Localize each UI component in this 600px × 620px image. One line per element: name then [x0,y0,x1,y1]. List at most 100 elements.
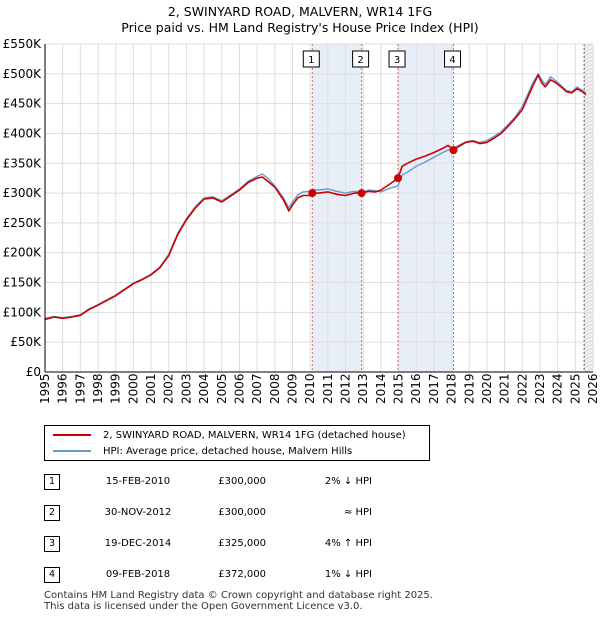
transaction-date: 15-FEB-2010 [105,476,171,487]
sale-marker-label: 4 [449,55,455,66]
forecast-hatch [584,51,594,57]
forecast-hatch [584,215,594,221]
sale-marker-box [388,50,406,68]
y-tick-label: £300K [3,186,43,200]
forecast-hatch [584,91,594,97]
forecast-hatch [584,323,594,329]
x-tick-label: 2017 [427,373,441,404]
forecast-hatch [584,43,594,49]
forecast-hatch [584,347,594,353]
forecast-hatch [584,255,594,261]
transaction-price: £325,000 [218,538,266,549]
forecast-hatch [584,167,594,173]
x-tick-label: 2001 [144,373,158,404]
x-tick-label: 2004 [197,373,211,404]
x-tick-label: 2026 [586,373,600,404]
forecast-hatch [584,103,594,109]
forecast-hatch [584,259,594,265]
sale-marker-label: 3 [394,55,400,66]
sale-point [394,174,403,183]
forecast-hatch [584,163,594,169]
property-series-line [44,74,587,321]
forecast-hatch [584,55,594,61]
forecast-hatch [584,235,594,241]
x-tick-label: 1998 [91,373,105,404]
sale-marker-label: 2 [357,55,363,66]
forecast-hatch [584,283,594,289]
transaction-price: £300,000 [218,507,266,518]
y-tick-label: £250K [3,216,43,230]
legend-item-hpi: HPI: Average price, detached house, Malv… [53,444,352,460]
forecast-hatch [584,95,594,101]
transaction-price: £300,000 [218,476,266,487]
table-row: 4 09-FEB-2018 £372,000 1% ↓ HPI [44,567,444,585]
forecast-hatch [584,79,594,85]
forecast-hatch [584,67,594,73]
transaction-date: 09-FEB-2018 [105,569,171,580]
forecast-hatch [584,279,594,285]
transaction-number: 3 [44,536,60,552]
forecast-hatch [584,303,594,309]
forecast-hatch [584,223,594,229]
table-row: 3 19-DEC-2014 £325,000 4% ↑ HPI [44,536,444,554]
forecast-hatch [584,231,594,237]
forecast-hatch [584,331,594,337]
chart-subtitle: Price paid vs. HM Land Registry's House … [121,20,479,35]
x-tick-label: 2021 [498,373,512,404]
price-chart: 1 2 3 4 £0 £50K £100K £150K £200K £250K £300K £350… [3,37,600,404]
sale-point [357,189,366,198]
x-tick-label: 1997 [73,373,87,404]
x-tick-label: 2002 [162,373,176,404]
x-tick-label: 1996 [56,373,70,404]
forecast-hatch [584,315,594,321]
forecast-hatch [584,239,594,245]
forecast-hatch [584,131,594,137]
forecast-hatch [584,335,594,341]
transaction-number: 2 [44,505,60,521]
forecast-hatch [584,107,594,113]
x-tick-label: 1999 [109,373,123,404]
forecast-hatch [584,151,594,157]
legend-swatch-hpi [53,450,91,452]
shaded-period [398,44,454,372]
x-tick-label: 2011 [321,373,335,404]
y-tick-label: £50K [10,335,42,349]
x-tick-label: 2003 [179,373,193,404]
forecast-hatch [584,187,594,193]
x-tick-label: 2023 [533,373,547,404]
forecast-hatch [584,63,594,69]
forecast-hatch [584,119,594,125]
sale-marker-box [352,50,370,68]
forecast-hatch [584,351,594,357]
forecast-hatch [584,47,594,53]
transaction-price: £372,000 [218,569,266,580]
forecast-hatch [584,291,594,297]
y-tick-label: £350K [3,156,43,170]
table-row: 1 15-FEB-2010 £300,000 2% ↓ HPI [44,474,444,492]
sale-point [308,189,317,198]
x-tick-label: 2015 [392,373,406,404]
transaction-hpi-diff: 2% ↓ HPI [324,476,372,487]
transaction-date: 30-NOV-2012 [104,507,172,518]
forecast-hatch [584,135,594,141]
y-tick-label: £500K [3,67,43,81]
forecast-hatch [584,275,594,281]
footer: Contains HM Land Registry data © Crown c… [44,590,433,612]
x-tick-label: 2014 [374,373,388,404]
forecast-hatch [584,115,594,121]
forecast-hatch [584,367,594,373]
forecast-hatch [584,267,594,273]
sale-point [449,146,458,155]
x-tick-label: 2007 [250,373,264,404]
forecast-hatch [584,127,594,133]
forecast-hatch [584,83,594,89]
forecast-hatch [584,271,594,277]
transaction-hpi-diff: ≈ HPI [343,507,372,518]
forecast-hatch [584,179,594,185]
forecast-hatch [584,143,594,149]
forecast-hatch [584,359,594,365]
forecast-hatch [584,287,594,293]
x-tick-label: 2025 [568,373,582,404]
chart-title: 2, SWINYARD ROAD, MALVERN, WR14 1FG [167,4,433,19]
forecast-hatch [584,211,594,217]
